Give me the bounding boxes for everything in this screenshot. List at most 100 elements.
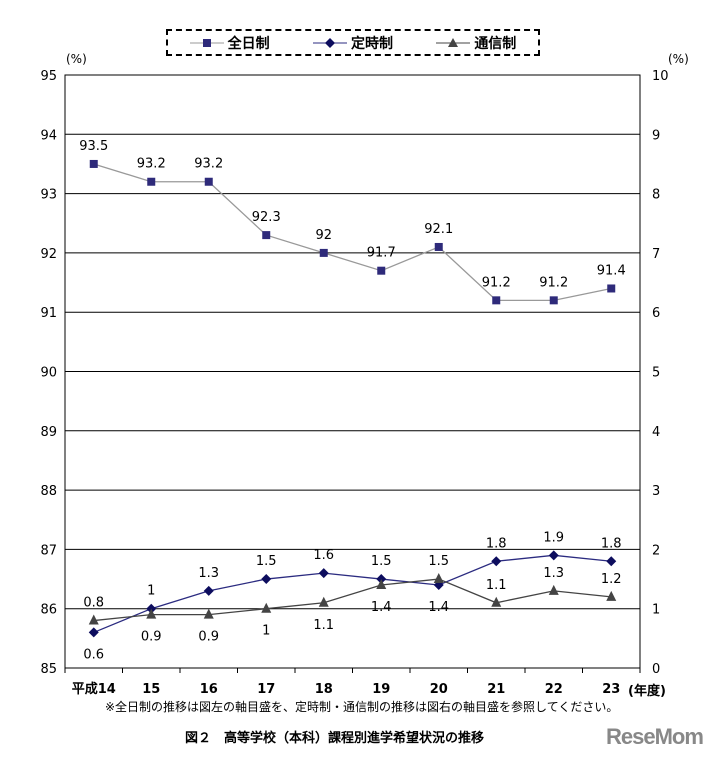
data-label: 93.5 bbox=[79, 139, 108, 154]
data-label: 1.8 bbox=[486, 536, 507, 551]
x-tick-label: 平成14 bbox=[72, 681, 116, 697]
legend-label: 定時制 bbox=[350, 35, 393, 52]
left-tick-label: 85 bbox=[40, 662, 57, 677]
data-label: 93.2 bbox=[194, 157, 223, 172]
right-tick-label: 0 bbox=[652, 662, 660, 677]
chart-title: 図２ 高等学校（本科）課程別進学希望状況の推移 bbox=[185, 731, 485, 746]
right-tick-label: 1 bbox=[652, 603, 660, 618]
data-label: 1.1 bbox=[313, 618, 334, 633]
left-axis-unit: (%) bbox=[66, 52, 87, 66]
left-tick-label: 87 bbox=[40, 543, 57, 558]
data-point-triangle bbox=[548, 584, 559, 595]
right-tick-label: 7 bbox=[652, 247, 660, 262]
data-label: 0.9 bbox=[141, 630, 162, 645]
x-tick-label: 16 bbox=[200, 682, 218, 697]
data-label: 1.3 bbox=[543, 566, 564, 581]
data-point-triangle bbox=[491, 596, 502, 607]
right-tick-label: 9 bbox=[652, 128, 660, 143]
legend-item-tsushin: 通信制 bbox=[436, 33, 516, 53]
right-tick-label: 2 bbox=[652, 543, 660, 558]
legend: 全日制 定時制 通信制 bbox=[166, 29, 540, 56]
data-point-triangle bbox=[318, 596, 329, 607]
data-point-triangle bbox=[376, 578, 387, 589]
data-label: 1 bbox=[147, 584, 155, 599]
data-point-diamond bbox=[606, 556, 617, 567]
x-axis-label: (年度) bbox=[628, 683, 666, 699]
data-label: 1.1 bbox=[486, 578, 507, 593]
left-tick-label: 86 bbox=[40, 603, 57, 618]
data-point-square bbox=[377, 266, 386, 275]
left-tick-label: 91 bbox=[40, 306, 57, 321]
data-label: 1.4 bbox=[428, 600, 449, 615]
left-tick-label: 94 bbox=[40, 128, 57, 143]
data-label: 92.3 bbox=[252, 210, 281, 225]
right-tick-label: 4 bbox=[652, 425, 660, 440]
data-label: 1.4 bbox=[371, 600, 392, 615]
data-point-square bbox=[262, 231, 271, 240]
data-label: 91.2 bbox=[482, 275, 511, 290]
x-tick-label: 20 bbox=[430, 682, 448, 697]
data-label: 1.6 bbox=[313, 548, 334, 563]
x-tick-label: 18 bbox=[315, 682, 333, 697]
x-tick-label: 21 bbox=[487, 682, 505, 697]
data-label: 91.2 bbox=[539, 275, 568, 290]
data-point-triangle bbox=[88, 614, 99, 625]
data-point-triangle bbox=[433, 573, 444, 584]
resemom-logo: ReseMom bbox=[606, 724, 704, 749]
data-label: 1.5 bbox=[428, 554, 449, 569]
data-point-square bbox=[492, 296, 501, 305]
data-label: 1.9 bbox=[543, 530, 564, 545]
x-tick-label: 17 bbox=[257, 682, 275, 697]
data-point-diamond bbox=[491, 556, 502, 567]
data-point-square bbox=[204, 177, 213, 186]
right-tick-label: 10 bbox=[652, 69, 669, 84]
legend-item-teiji: 定時制 bbox=[312, 33, 393, 53]
data-label: 92.1 bbox=[424, 222, 453, 237]
data-point-square bbox=[607, 284, 616, 293]
x-tick-label: 19 bbox=[372, 682, 390, 697]
chart-note: ※全日制の推移は図左の軸目盛を、定時制・通信制の推移は図右の軸目盛を参照してくだ… bbox=[105, 700, 619, 714]
data-point-triangle bbox=[203, 608, 214, 619]
right-tick-label: 8 bbox=[652, 188, 660, 203]
series-line-通信制 bbox=[93, 578, 612, 622]
right-tick-label: 6 bbox=[652, 306, 660, 321]
data-label: 1.5 bbox=[256, 554, 277, 569]
left-tick-label: 88 bbox=[40, 484, 57, 499]
data-label: 0.6 bbox=[83, 647, 104, 662]
data-label: 1.3 bbox=[198, 566, 219, 581]
data-point-diamond bbox=[88, 627, 99, 638]
data-label: 93.2 bbox=[137, 157, 166, 172]
data-point-diamond bbox=[548, 550, 559, 561]
legend-label: 全日制 bbox=[227, 35, 270, 52]
x-tick-label: 23 bbox=[602, 682, 620, 697]
left-tick-label: 93 bbox=[40, 188, 57, 203]
right-tick-label: 5 bbox=[652, 366, 660, 381]
data-point-diamond bbox=[203, 585, 214, 596]
data-label: 91.4 bbox=[597, 263, 626, 278]
left-tick-label: 89 bbox=[40, 425, 57, 440]
series-line-全日制 bbox=[93, 163, 612, 301]
left-tick-label: 90 bbox=[40, 366, 57, 381]
series-line-定時制 bbox=[93, 554, 612, 634]
legend-item-zennichi: 全日制 bbox=[189, 33, 270, 53]
data-label: 0.8 bbox=[83, 596, 104, 611]
left-tick-label: 95 bbox=[40, 69, 57, 84]
data-point-square bbox=[147, 177, 156, 186]
data-label: 1.8 bbox=[601, 536, 622, 551]
x-tick-label: 22 bbox=[545, 682, 563, 697]
data-label: 91.7 bbox=[367, 246, 396, 261]
data-point-triangle bbox=[146, 608, 157, 619]
data-label: 1.2 bbox=[601, 572, 622, 587]
data-point-diamond bbox=[318, 568, 329, 579]
data-label: 1.5 bbox=[371, 554, 392, 569]
right-tick-label: 3 bbox=[652, 484, 660, 499]
data-point-diamond bbox=[261, 574, 272, 585]
right-axis-unit: (%) bbox=[668, 52, 689, 66]
legend-label: 通信制 bbox=[474, 35, 517, 52]
left-tick-label: 92 bbox=[40, 247, 57, 262]
data-label: 0.9 bbox=[198, 630, 219, 645]
data-label: 1 bbox=[262, 624, 270, 639]
data-point-square bbox=[434, 242, 443, 251]
